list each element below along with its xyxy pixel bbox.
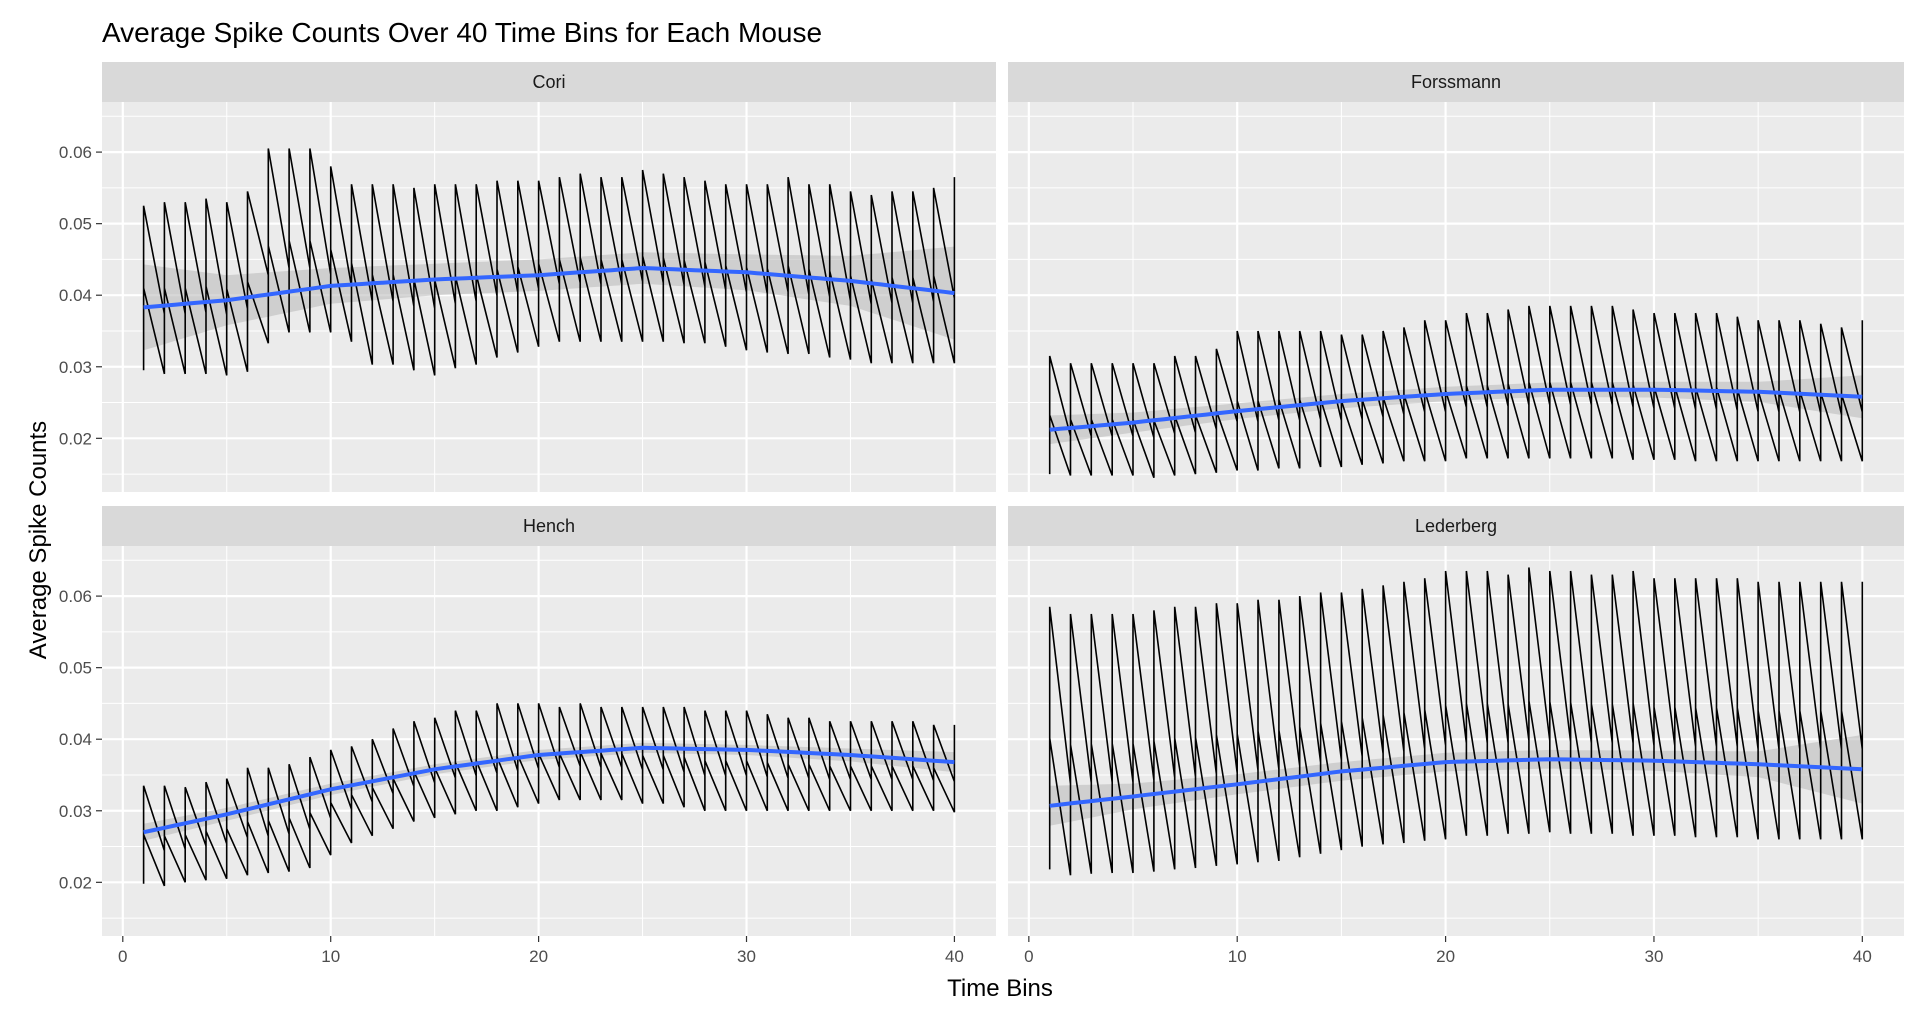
raw-spike-line (142, 148, 956, 376)
y-tick-label: 0.03 (59, 802, 92, 821)
facet-strip (102, 506, 996, 546)
y-tick-label: 0.03 (59, 358, 92, 377)
facet-strip-label: Cori (532, 72, 565, 92)
facet-strip (1008, 62, 1904, 102)
y-tick-label: 0.06 (59, 143, 92, 162)
smooth-trend-line (143, 265, 955, 310)
raw-spike-line (1048, 567, 1864, 876)
x-tick-label: 10 (1228, 947, 1247, 966)
y-tick-label: 0.06 (59, 587, 92, 606)
panel-background (1008, 102, 1904, 492)
x-tick-label: 40 (1853, 947, 1872, 966)
y-axis-title: Average Spike Counts (25, 421, 52, 659)
y-tick-label: 0.04 (59, 730, 92, 749)
facet-strip (102, 62, 996, 102)
facet-strip (1008, 506, 1904, 546)
x-tick-label: 30 (1644, 947, 1663, 966)
smooth-trend-line (1049, 387, 1863, 432)
x-tick-label: 20 (1436, 947, 1455, 966)
facet-panel-hench: Hench 0.02 0.03 0.04 0.05 0.06 0 10 20 30 40 (59, 506, 996, 966)
y-tick-label: 0.02 (59, 873, 92, 892)
y-tick-label: 0.02 (59, 429, 92, 448)
x-tick-label: 10 (321, 947, 340, 966)
confidence-ribbon (143, 742, 955, 841)
panel-background (1008, 546, 1904, 936)
raw-spike-line (1048, 305, 1864, 478)
smooth-trend-line (143, 745, 955, 835)
raw-spike-line (142, 703, 956, 887)
confidence-ribbon (1049, 375, 1863, 445)
x-axis-title: Time Bins (947, 975, 1053, 1002)
y-tick-label: 0.05 (59, 215, 92, 234)
facet-strip-label: Forssmann (1411, 72, 1501, 92)
x-tick-label: 30 (737, 947, 756, 966)
chart-title: Average Spike Counts Over 40 Time Bins f… (102, 17, 822, 48)
facet-panel-cori: Cori 0.02 0.03 0.04 0.05 0.06 (59, 62, 996, 492)
panel-background (102, 546, 996, 936)
x-tick-label: 20 (529, 947, 548, 966)
confidence-ribbon (1049, 734, 1863, 826)
y-tick-label: 0.04 (59, 286, 92, 305)
facet-strip-label: Lederberg (1415, 516, 1497, 536)
x-tick-label: 0 (118, 947, 127, 966)
x-tick-label: 40 (945, 947, 964, 966)
x-tick-label: 0 (1024, 947, 1033, 966)
smooth-trend-line (1049, 757, 1863, 808)
y-tick-label: 0.05 (59, 659, 92, 678)
facet-strip-label: Hench (523, 516, 575, 536)
facet-panel-forssmann: Forssmann (1008, 62, 1904, 492)
facet-panels: Cori 0.02 0.03 0.04 0.05 0.06 Forssmann Hench 0.… (59, 62, 1904, 966)
facet-panel-lederberg: Lederberg 0 10 20 30 40 (1008, 506, 1904, 966)
